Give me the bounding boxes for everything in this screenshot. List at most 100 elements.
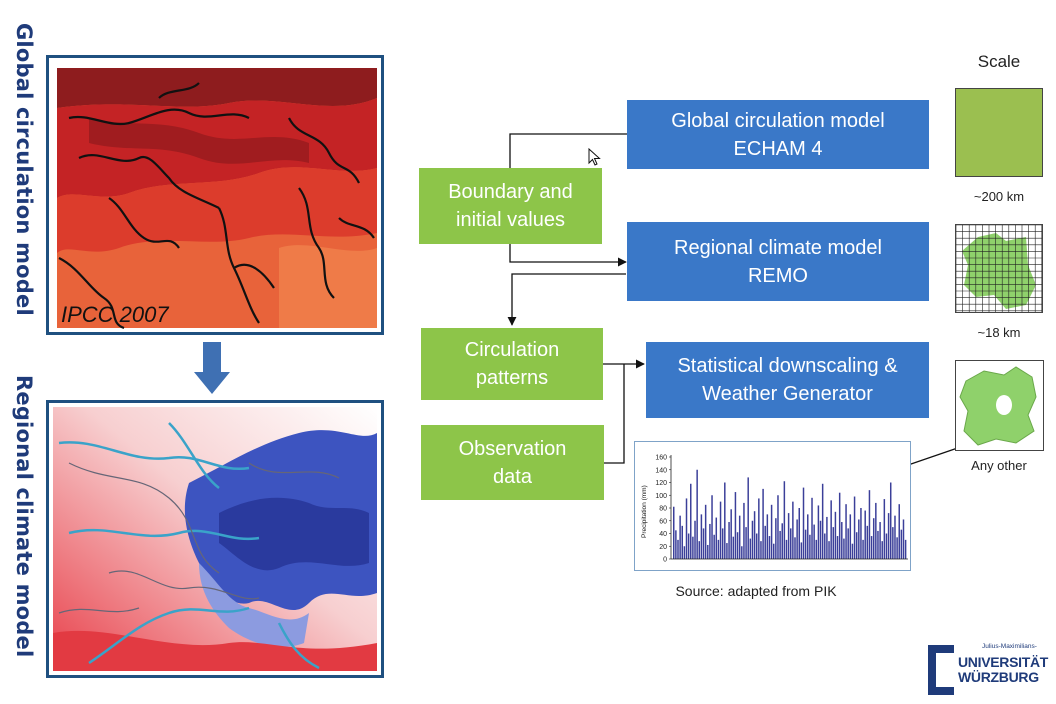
global-map-image: IPCC 2007	[49, 58, 381, 332]
regional-map	[46, 400, 384, 678]
precip-bar	[707, 544, 709, 559]
precip-y-tick-label: 120	[655, 480, 667, 487]
mouse-cursor-icon	[588, 148, 601, 166]
precip-bar	[679, 515, 681, 559]
precip-bar	[783, 481, 786, 559]
precip-bar	[807, 514, 809, 559]
precip-bar	[900, 529, 903, 559]
precip-bar	[811, 497, 813, 559]
precip-bar	[760, 541, 762, 559]
precip-bar	[802, 487, 805, 559]
precip-bar	[709, 523, 711, 559]
precip-bar	[762, 488, 764, 559]
precip-bar	[792, 501, 794, 559]
precip-bar	[747, 477, 749, 559]
precip-bar	[687, 533, 690, 559]
precip-bar	[702, 528, 705, 559]
precip-bar	[717, 539, 720, 559]
precip-bar	[824, 533, 826, 559]
precip-bar	[821, 483, 824, 559]
precip-bar	[726, 543, 728, 559]
precip-bar	[770, 504, 773, 559]
precip-bar	[764, 525, 766, 559]
precip-bar	[766, 514, 769, 559]
observation-data-box: Observation data	[421, 425, 604, 500]
precip-bar	[787, 513, 790, 559]
scale-any-label: Any other	[971, 458, 1027, 473]
precip-bar	[813, 524, 815, 559]
precip-bar	[877, 530, 879, 559]
precip-bar	[751, 520, 754, 559]
precip-bar	[749, 538, 752, 559]
logo-small-text: Julius-Maximilians-	[982, 643, 1037, 650]
precip-bar	[860, 508, 862, 559]
precip-bar	[738, 515, 741, 559]
precip-bar	[892, 527, 894, 559]
precip-bar	[836, 536, 839, 559]
precip-bar	[681, 525, 683, 559]
logo-line2: WÜRZBURG	[958, 669, 1039, 685]
source-note: Source: adapted from PIK	[675, 583, 837, 599]
precip-y-tick-label: 140	[655, 467, 667, 474]
precip-bar	[675, 530, 677, 559]
precip-bar	[741, 546, 743, 559]
precip-bar	[841, 522, 843, 559]
university-logo: Julius-Maximilians- UNIVERSITÄT WÜRZBURG	[926, 643, 1050, 697]
precip-y-tick-label: 0	[663, 557, 667, 564]
precip-bar	[845, 504, 847, 559]
precip-bar	[692, 536, 694, 559]
precip-bar	[790, 528, 792, 559]
grid-map-icon	[956, 225, 1042, 312]
precip-bar	[815, 539, 818, 559]
precip-y-tick-label: 100	[655, 493, 667, 500]
scale-200km-label: ~200 km	[973, 189, 1025, 204]
scale-18km-label: ~18 km	[977, 325, 1021, 340]
precip-bar	[851, 543, 854, 559]
scale-200km-swatch	[955, 88, 1043, 177]
precip-bar	[673, 506, 675, 559]
precip-bar	[713, 534, 715, 559]
precip-bar	[870, 536, 873, 559]
precip-bar	[883, 499, 886, 559]
precip-bar	[743, 502, 745, 559]
precip-bar	[819, 520, 822, 559]
precip-bar	[898, 504, 900, 559]
precip-bar	[724, 482, 726, 559]
precip-bar	[685, 498, 688, 559]
precip-bar	[694, 520, 696, 559]
precip-bar	[696, 469, 698, 559]
precip-bar	[853, 496, 856, 559]
precip-bar	[711, 495, 713, 559]
precip-bar	[894, 515, 896, 559]
precip-bar	[809, 534, 811, 559]
precip-bar	[690, 483, 692, 559]
precip-bar	[868, 490, 871, 559]
logo-mark-icon	[928, 645, 954, 695]
precip-bar	[855, 532, 858, 559]
precip-bar	[885, 533, 888, 559]
precip-y-tick-label: 20	[659, 544, 667, 551]
precip-bar	[904, 539, 907, 559]
precip-bar	[734, 492, 737, 559]
precip-bar	[794, 537, 796, 559]
precip-bar	[896, 537, 898, 559]
precip-bar	[719, 501, 722, 559]
logo-line1: UNIVERSITÄT	[958, 654, 1049, 670]
regional-map-image	[53, 407, 377, 671]
precip-bar	[728, 522, 730, 559]
precip-bar	[798, 508, 800, 559]
precip-bar	[866, 525, 869, 559]
precip-bar	[872, 518, 875, 559]
precip-y-tick-label: 60	[659, 518, 667, 525]
circulation-patterns-box: Circulation patterns	[421, 328, 603, 400]
global-map-caption: IPCC 2007	[61, 302, 169, 327]
precip-bar	[677, 539, 679, 559]
precip-bar	[758, 498, 760, 559]
precip-bar	[817, 505, 820, 559]
precip-bar	[849, 514, 852, 559]
precip-bar	[715, 517, 718, 559]
precipitation-chart: Precipitation (mm) 0 20 40 60 80 100 120 140 160	[634, 441, 911, 571]
precip-bar	[838, 492, 841, 559]
precip-bar	[881, 541, 883, 559]
precip-y-axis-label: Precipitation (mm)	[641, 485, 648, 538]
